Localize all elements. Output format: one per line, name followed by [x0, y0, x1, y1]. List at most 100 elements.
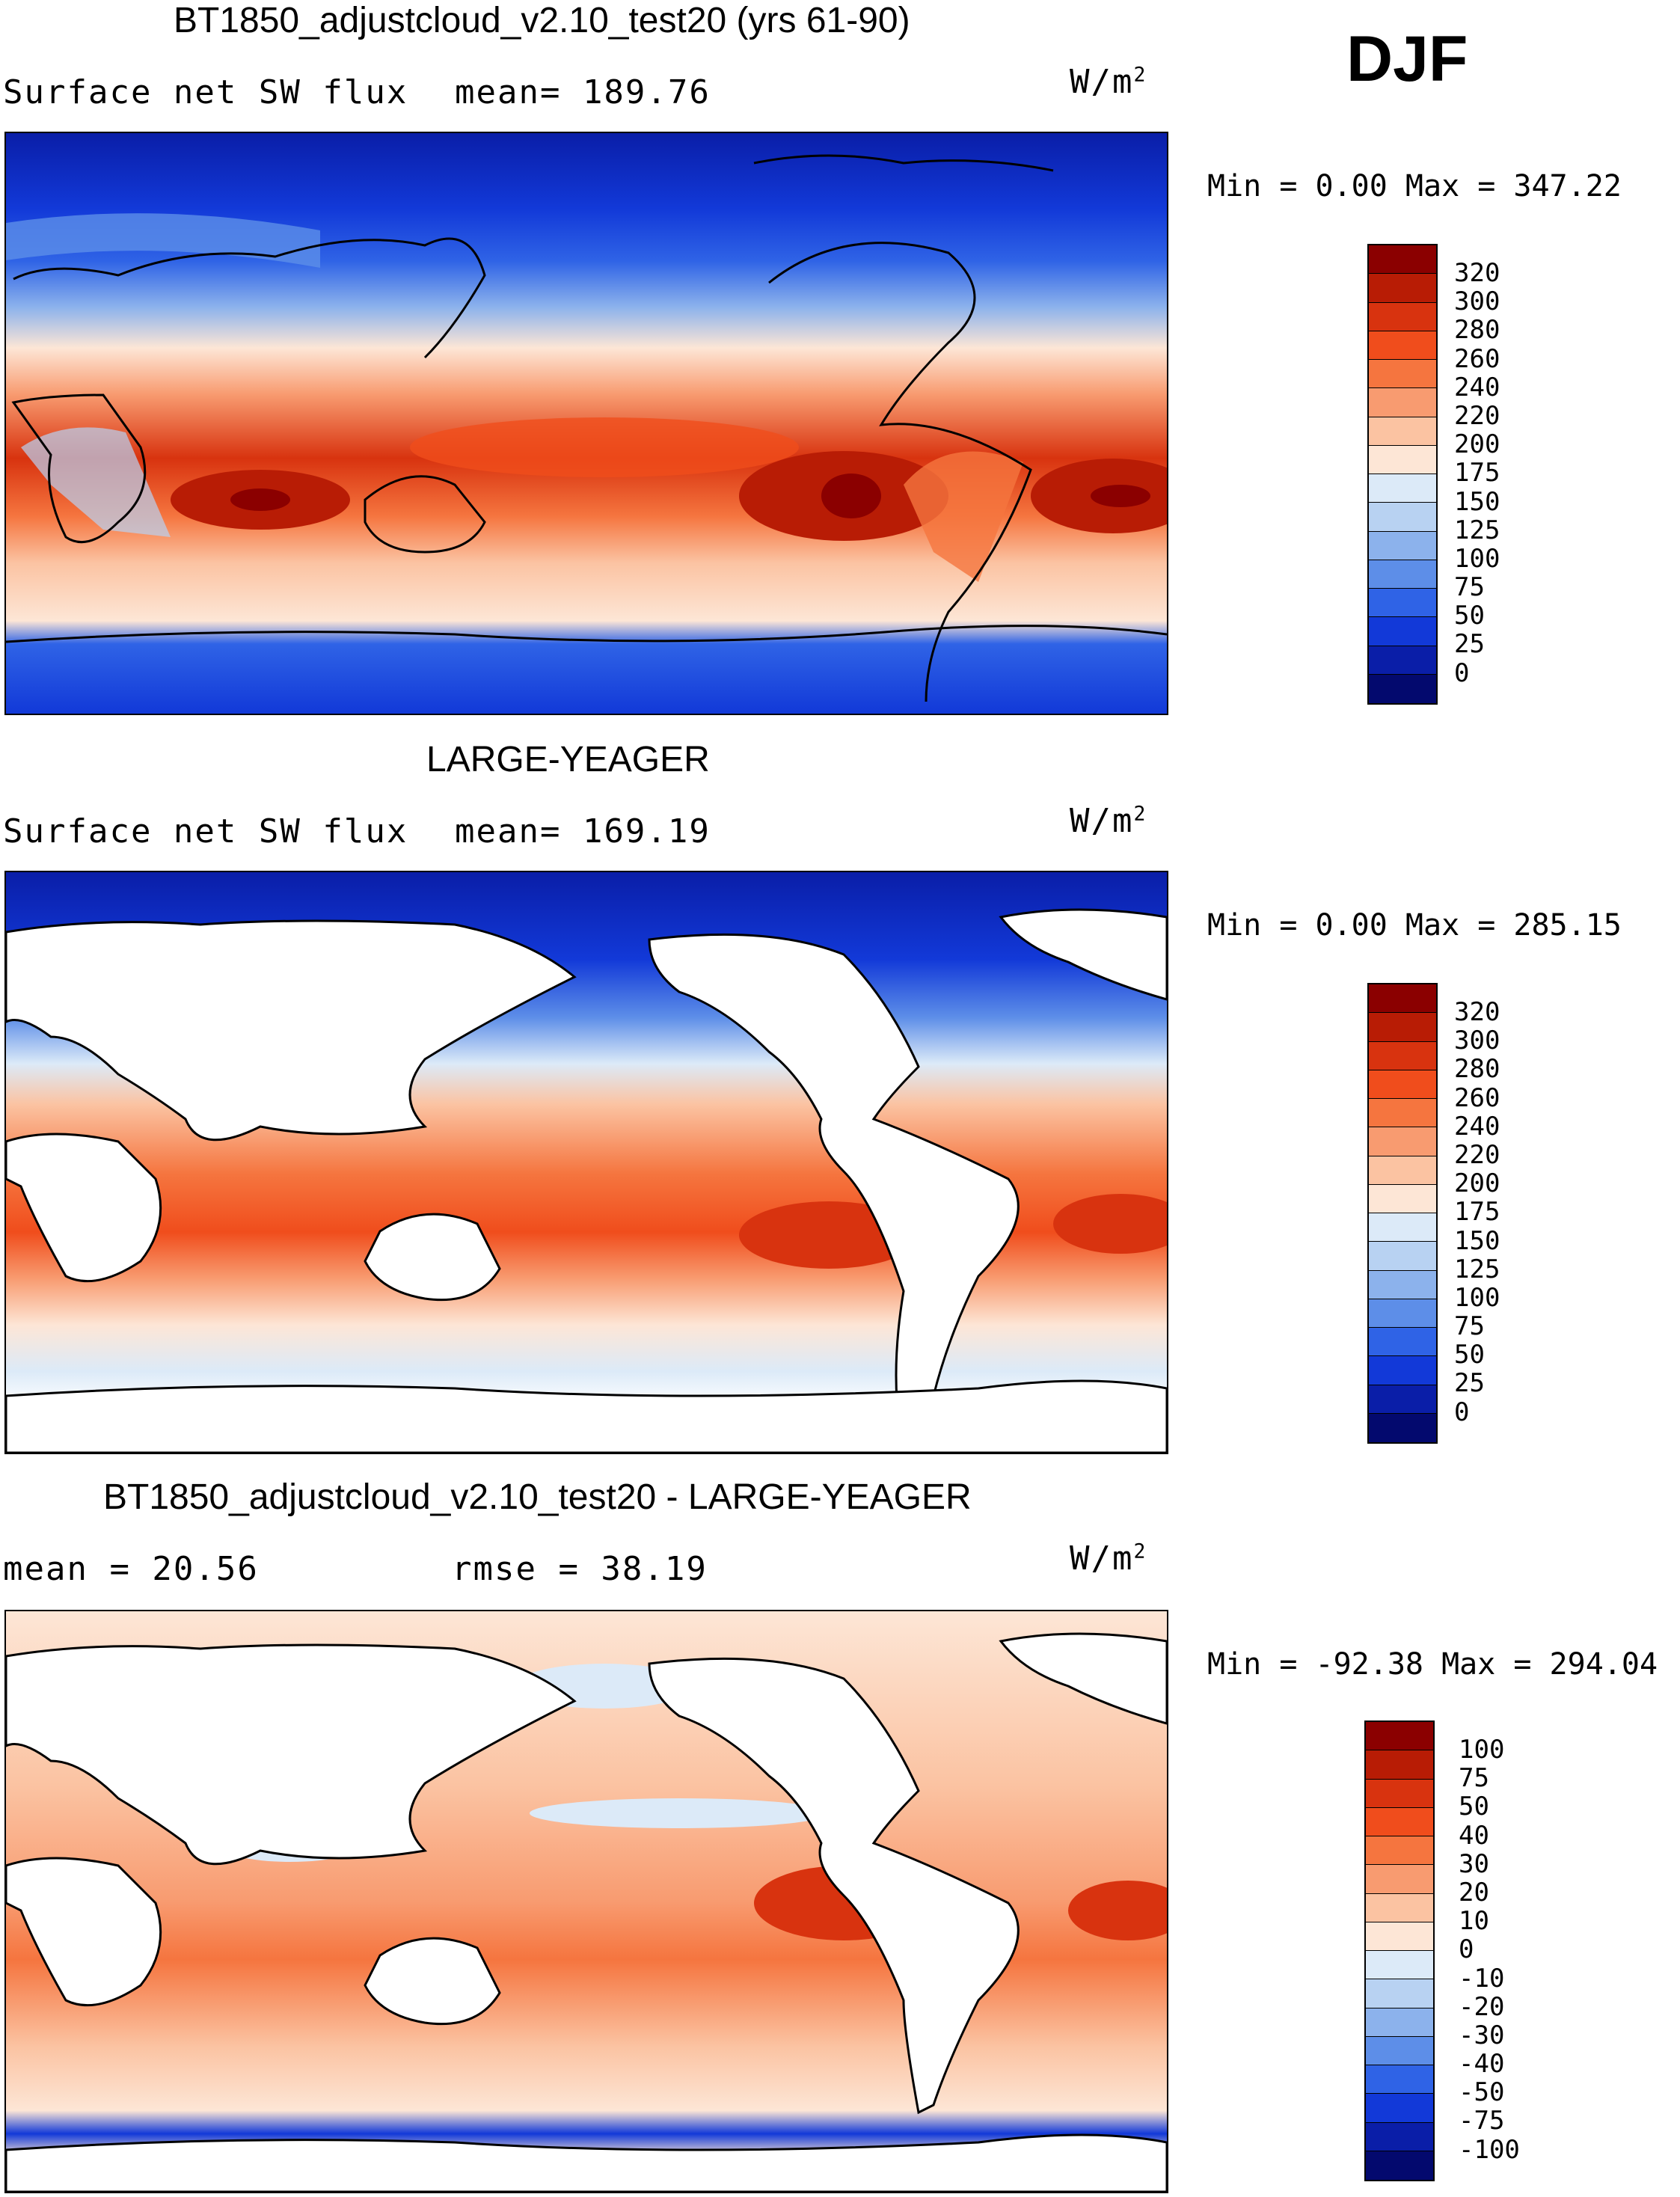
panel3-rmse-label: rmse = 38.19: [452, 1550, 708, 1588]
colorbar-label: 100: [1454, 1282, 1500, 1313]
colorbar-label: -75: [1459, 2106, 1505, 2136]
panel2-map: [4, 871, 1168, 1454]
colorbar-label: 150: [1454, 486, 1500, 517]
colorbar-swatch: [1366, 1722, 1433, 1751]
colorbar-swatch: [1366, 1865, 1433, 1894]
colorbar-label: 240: [1454, 372, 1500, 402]
colorbar-label: 50: [1454, 601, 1485, 631]
panel2-title: LARGE-YEAGER: [426, 740, 710, 779]
colorbar-label: 125: [1454, 515, 1500, 545]
colorbar-label: 240: [1454, 1111, 1500, 1142]
colorbar-label: 175: [1454, 1197, 1500, 1228]
colorbar-swatch: [1369, 331, 1436, 360]
season-label: DJF: [1346, 23, 1468, 95]
colorbar-label: 25: [1454, 629, 1485, 660]
colorbar-swatch: [1366, 2065, 1433, 2095]
colorbar-label: 0: [1454, 1397, 1470, 1427]
colorbar-label: -30: [1459, 2020, 1505, 2050]
colorbar-swatch: [1366, 1893, 1433, 1922]
colorbar-swatch: [1369, 1270, 1436, 1299]
colorbar-label: 320: [1454, 258, 1500, 288]
colorbar-swatch: [1369, 1013, 1436, 1042]
panel1-map: [4, 132, 1168, 715]
colorbar-swatch: [1366, 1922, 1433, 1951]
panel2-variable-label: Surface net SW flux: [3, 812, 408, 851]
colorbar-swatch: [1366, 2122, 1433, 2151]
colorbar-swatch: [1369, 984, 1436, 1014]
colorbar-swatch: [1369, 360, 1436, 389]
panel1-colorbar-labels: 320 300 280 260 240 220 200 175 150 125 100 75 50 25 0: [1454, 259, 1500, 687]
panel3-minmax: Min = -92.38 Max = 294.04: [1207, 1647, 1658, 1682]
colorbar-label: 100: [1454, 543, 1500, 574]
colorbar-swatch: [1366, 1779, 1433, 1808]
panel3-mean-label: mean = 20.56: [3, 1550, 259, 1588]
colorbar-label: 75: [1454, 572, 1485, 603]
colorbar-label: 260: [1454, 343, 1500, 374]
colorbar-label: 220: [1454, 1139, 1500, 1170]
panel2-mean-label: mean= 169.19: [455, 812, 711, 851]
panel1-title: BT1850_adjustcloud_v2.10_test20 (yrs 61-…: [174, 1, 910, 40]
colorbar-swatch: [1366, 2008, 1433, 2037]
colorbar-swatch: [1369, 274, 1436, 303]
colorbar-label: 75: [1454, 1311, 1485, 1342]
colorbar-label: 280: [1454, 315, 1500, 346]
colorbar-swatch: [1369, 1184, 1436, 1213]
colorbar-label: 10: [1459, 1906, 1489, 1937]
colorbar-swatch: [1369, 1242, 1436, 1271]
colorbar-label: 220: [1454, 400, 1500, 431]
panel2-colorbar: [1367, 983, 1438, 1444]
colorbar-label: -40: [1459, 2049, 1505, 2080]
colorbar-swatch: [1369, 1127, 1436, 1156]
colorbar-swatch: [1366, 2094, 1433, 2123]
panel2-minmax: Min = 0.00 Max = 285.15: [1207, 908, 1622, 943]
colorbar-swatch: [1369, 531, 1436, 560]
colorbar-swatch: [1369, 503, 1436, 532]
colorbar-label: 260: [1454, 1082, 1500, 1113]
colorbar-swatch: [1366, 1807, 1433, 1836]
colorbar-swatch: [1366, 1951, 1433, 1980]
colorbar-label: 50: [1454, 1340, 1485, 1370]
panel3-colorbar: [1364, 1720, 1435, 2181]
colorbar-swatch: [1369, 388, 1436, 417]
colorbar-label: 300: [1454, 287, 1500, 317]
colorbar-swatch: [1369, 1070, 1436, 1099]
colorbar-label: -10: [1459, 1963, 1505, 1994]
colorbar-swatch: [1369, 445, 1436, 474]
colorbar-swatch: [1366, 2151, 1433, 2180]
colorbar-swatch: [1369, 1413, 1436, 1442]
colorbar-label: 40: [1459, 1820, 1489, 1851]
colorbar-swatch: [1366, 1750, 1433, 1780]
panel2-units: W/m2: [1070, 802, 1147, 840]
colorbar-swatch: [1369, 1213, 1436, 1242]
colorbar-swatch: [1369, 646, 1436, 675]
panel1-units: W/m2: [1070, 63, 1147, 101]
colorbar-label: 25: [1454, 1368, 1485, 1399]
panel1-variable-label: Surface net SW flux: [3, 73, 408, 111]
panel3-title: BT1850_adjustcloud_v2.10_test20 - LARGE-…: [103, 1477, 972, 1517]
colorbar-label: -50: [1459, 2077, 1505, 2108]
colorbar-swatch: [1369, 474, 1436, 503]
colorbar-label: 300: [1454, 1026, 1500, 1056]
colorbar-label: 50: [1459, 1792, 1489, 1822]
colorbar-label: -100: [1459, 2134, 1520, 2165]
colorbar-swatch: [1369, 1299, 1436, 1328]
colorbar-swatch: [1369, 417, 1436, 446]
colorbar-label: 100: [1459, 1735, 1505, 1765]
colorbar-label: 20: [1459, 1877, 1489, 1908]
colorbar-swatch: [1369, 245, 1436, 275]
colorbar-swatch: [1369, 674, 1436, 703]
colorbar-label: -20: [1459, 1991, 1505, 2022]
colorbar-swatch: [1366, 1836, 1433, 1866]
colorbar-swatch: [1369, 1328, 1436, 1357]
panel3-colorbar-labels: 100 75 50 40 30 20 10 0 -10 -20 -30 -40 -50 -75 -100: [1459, 1735, 1520, 2164]
panel3-units: W/m2: [1070, 1539, 1147, 1578]
colorbar-swatch: [1369, 302, 1436, 331]
colorbar-label: 30: [1459, 1848, 1489, 1879]
colorbar-swatch: [1369, 589, 1436, 618]
panel1-mean-label: mean= 189.76: [455, 73, 711, 111]
panel1-minmax: Min = 0.00 Max = 347.22: [1207, 169, 1622, 203]
colorbar-swatch: [1369, 1385, 1436, 1414]
colorbar-label: 0: [1459, 1934, 1474, 1965]
colorbar-swatch: [1369, 560, 1436, 589]
colorbar-swatch: [1369, 1099, 1436, 1128]
